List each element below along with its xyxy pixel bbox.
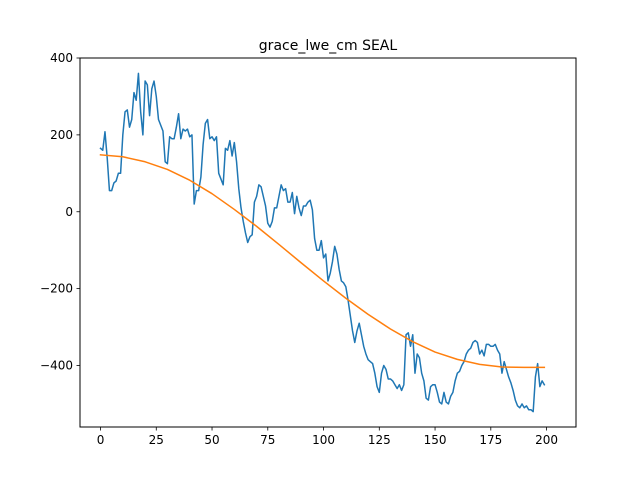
y-tick-label: 400 (50, 51, 73, 65)
plot-frame (79, 57, 577, 428)
x-tick-label: 100 (312, 433, 335, 447)
x-tick-label: 0 (97, 433, 105, 447)
chart-title: grace_lwe_cm SEAL (259, 38, 398, 54)
x-tick-label: 25 (149, 433, 164, 447)
y-tick-label: 0 (65, 205, 73, 219)
x-tick-label: 200 (535, 433, 558, 447)
y-axis: −400 −200 0 200 400 (40, 51, 80, 373)
y-tick-label: 200 (50, 128, 73, 142)
y-tick-label: −200 (40, 282, 73, 296)
x-tick-label: 175 (479, 433, 502, 447)
x-tick-label: 150 (424, 433, 447, 447)
x-tick-label: 125 (368, 433, 391, 447)
series-layer (99, 72, 546, 413)
y-tick-label: −400 (40, 359, 73, 373)
x-tick-label: 75 (260, 433, 275, 447)
plot-area (79, 57, 577, 428)
x-tick-label: 50 (204, 433, 219, 447)
series-line-2 (99, 154, 546, 369)
series-line-1 (99, 72, 546, 413)
x-axis: 0 25 50 75 100 125 150 175 200 (97, 427, 558, 447)
